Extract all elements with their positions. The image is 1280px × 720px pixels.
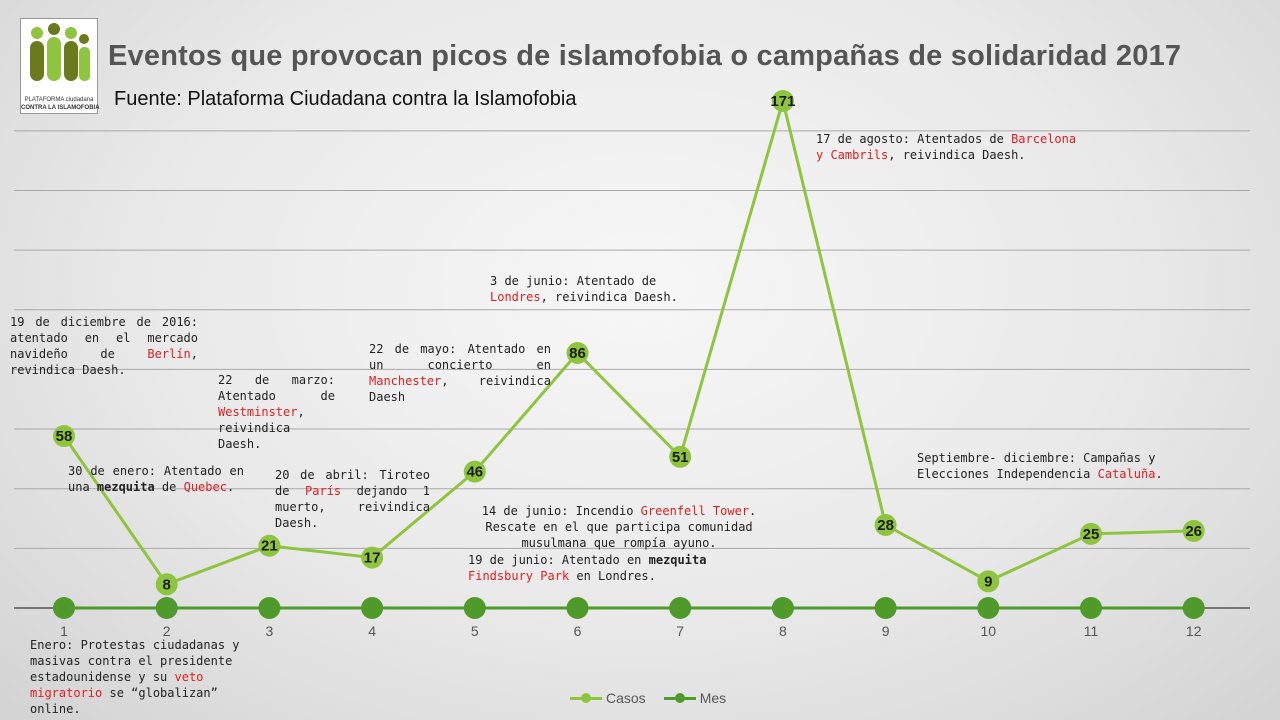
series-mes — [53, 597, 1205, 619]
x-tick-label: 9 — [882, 623, 890, 639]
data-label-casos: 8 — [163, 576, 171, 593]
series-line-casos — [62, 95, 1194, 587]
x-tick-label: 6 — [574, 623, 582, 639]
data-label-casos: 17 — [364, 550, 381, 567]
platform-logo: PLATAFORMA ciudadana CONTRA LA ISLAMOFOB… — [20, 18, 100, 114]
point-mes — [53, 597, 75, 619]
logo-text-line1: PLATAFORMA ciudadana — [24, 97, 94, 103]
data-label-casos: 28 — [877, 517, 894, 534]
logo-text-line2: CONTRA LA ISLAMOFOBIA — [21, 105, 100, 111]
data-label-casos: 58 — [56, 428, 73, 445]
point-mes — [1182, 597, 1205, 619]
data-label-casos: 25 — [1083, 526, 1100, 543]
x-tick-label: 10 — [981, 623, 997, 639]
legend-label-mes: Mes — [699, 690, 727, 706]
x-axis-ticks: 1 2 3 4 5 6 7 8 9 10 11 12 — [60, 623, 1202, 639]
point-casos — [463, 460, 486, 483]
x-tick-label: 1 — [60, 623, 68, 639]
point-mes — [669, 597, 692, 619]
point-casos — [258, 534, 281, 557]
point-mes — [771, 597, 794, 619]
point-mes — [874, 597, 897, 619]
chart-subtitle: Fuente: Plataforma Ciudadana contra la I… — [114, 88, 577, 110]
point-mes — [258, 597, 281, 619]
logo-figures-icon — [30, 23, 90, 81]
x-tick-label: 11 — [1084, 623, 1099, 639]
annotation-berlin: 19 de diciembre de 2016: atentado en el … — [10, 315, 198, 377]
annotation-paris: 20 de abril: Tiroteo de París dejando 1 … — [275, 468, 430, 530]
point-mes — [463, 597, 486, 619]
legend-item-casos: Casos — [570, 690, 646, 706]
chart-legend: Casos Mes — [570, 688, 726, 708]
point-mes — [155, 597, 178, 619]
data-label-casos: 51 — [672, 449, 689, 466]
annotation-manchester: 22 de mayo: Atentado en un concierto en … — [369, 342, 551, 404]
chart-title: Eventos que provocan picos de islamofobi… — [108, 40, 1182, 72]
annotation-findsbury: 19 de junio: Atentado en mezquita Findsb… — [468, 553, 707, 583]
x-tick-label: 5 — [471, 623, 479, 639]
annotation-quebec: 30 de enero: Atentado en una mezquita de… — [68, 464, 244, 494]
point-casos — [53, 425, 75, 448]
legend-swatch-mes — [663, 692, 696, 704]
annotation-greenfell: 14 de junio: Incendio Greenfell Tower. R… — [481, 504, 757, 550]
point-mes — [1080, 597, 1102, 619]
legend-item-mes: Mes — [663, 690, 727, 706]
legend-swatch-casos — [570, 692, 602, 704]
point-casos — [977, 570, 1000, 593]
data-label-casos: 46 — [466, 464, 483, 481]
point-casos — [361, 546, 384, 569]
point-casos — [1080, 522, 1102, 545]
data-label-casos: 171 — [770, 93, 795, 110]
point-casos — [566, 342, 589, 365]
data-label-casos: 86 — [569, 345, 586, 362]
series-casos: 58 8 21 17 46 86 51 171 28 9 25 26 — [53, 90, 1205, 596]
point-casos — [1182, 519, 1205, 542]
annotation-londres: 3 de junio: Atentado de Londres, reivind… — [490, 274, 678, 304]
x-tick-label: 12 — [1186, 623, 1202, 639]
gridlines — [14, 130, 1250, 609]
point-mes — [977, 597, 1000, 619]
x-tick-label: 8 — [779, 623, 787, 639]
annotation-cataluna: Septiembre- diciembre: Campañas y Elecci… — [917, 451, 1163, 481]
point-casos — [155, 573, 178, 596]
legend-label-casos: Casos — [606, 690, 646, 706]
annotation-westminster: 22 de marzo: Atentado de Westminster, re… — [218, 373, 335, 451]
point-mes — [361, 597, 384, 619]
point-casos — [874, 513, 897, 536]
data-label-casos: 9 — [984, 573, 992, 590]
point-casos — [771, 90, 794, 112]
x-tick-label: 7 — [676, 623, 684, 639]
point-casos — [669, 445, 692, 468]
x-tick-label: 2 — [163, 623, 171, 639]
annotation-barcelona: 17 de agosto: Atentados de Barcelona y C… — [816, 132, 1077, 162]
annotation-veto-migratorio: Enero: Protestas ciudadanas y masivas co… — [30, 638, 240, 716]
data-label-casos: 21 — [261, 538, 278, 555]
x-tick-label: 3 — [266, 623, 274, 639]
point-mes — [566, 597, 589, 619]
x-tick-label: 4 — [368, 623, 376, 639]
data-label-casos: 26 — [1185, 523, 1202, 540]
